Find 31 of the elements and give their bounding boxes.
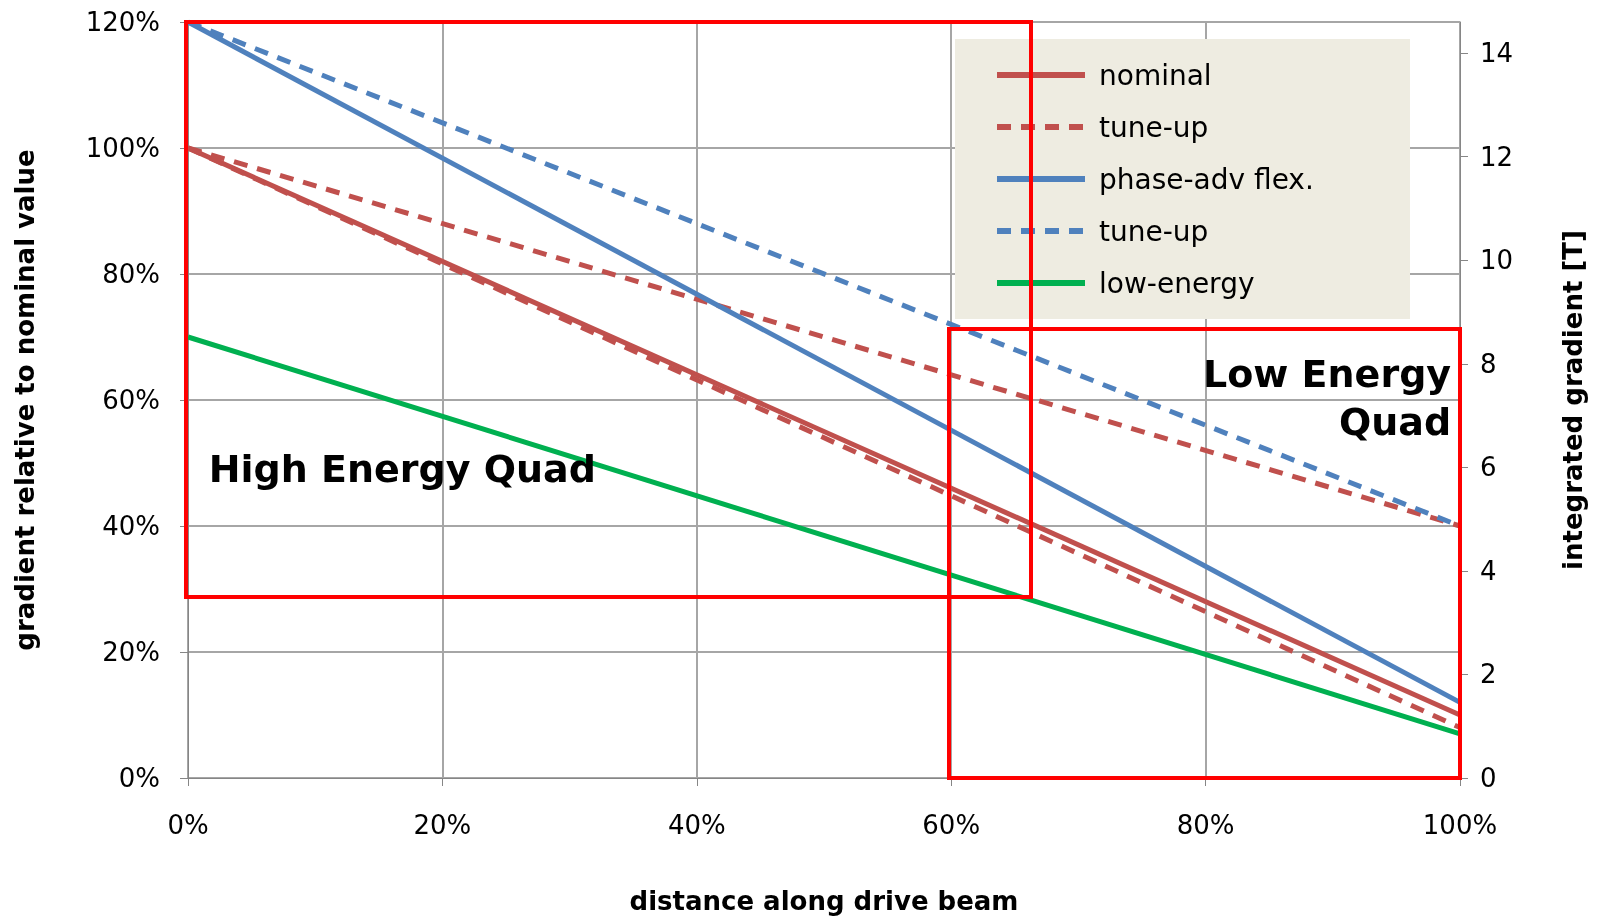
x-tick-label: 20%: [413, 810, 472, 840]
y2-tick-label: 4: [1480, 555, 1497, 586]
y2-tick-label: 8: [1480, 348, 1497, 379]
y2-tick-label: 2: [1480, 659, 1497, 690]
x-tick-label: 40%: [667, 810, 726, 840]
x-axis-title: distance along drive beam: [629, 886, 1019, 916]
y2-tick-label: 0: [1480, 763, 1497, 793]
y2-tick-label: 6: [1480, 452, 1497, 483]
legend-label: nominal: [1099, 58, 1212, 92]
y2-tick-label: 10: [1480, 245, 1514, 276]
legend-label: low-energy: [1099, 266, 1255, 300]
y-tick-label: 100%: [85, 133, 160, 163]
x-tick-label: 80%: [1176, 810, 1235, 840]
y-tick-label: 0%: [118, 763, 160, 793]
y2-tick-label: 12: [1480, 141, 1514, 172]
y-tick-label: 20%: [102, 637, 160, 667]
y-tick-label: 60%: [102, 385, 160, 415]
y2-axis-title: integrated gradient [T]: [1558, 230, 1588, 570]
y2-tick-label: 14: [1480, 38, 1514, 69]
legend-label: tune-up: [1099, 214, 1209, 248]
x-tick-label: 0%: [167, 810, 209, 840]
y-tick-label: 80%: [102, 259, 160, 289]
legend-label: phase-adv flex.: [1099, 162, 1314, 196]
annotation: Low Energy Quad: [1201, 351, 1452, 446]
x-tick-label: 100%: [1422, 810, 1498, 840]
y-axis-title: gradient relative to nominal value: [10, 149, 40, 651]
x-tick-label: 60%: [922, 810, 981, 840]
legend-label: tune-up: [1099, 110, 1209, 144]
annotation: High Energy Quad: [208, 445, 596, 493]
y-tick-label: 120%: [85, 7, 160, 37]
y-tick-label: 40%: [102, 511, 160, 541]
